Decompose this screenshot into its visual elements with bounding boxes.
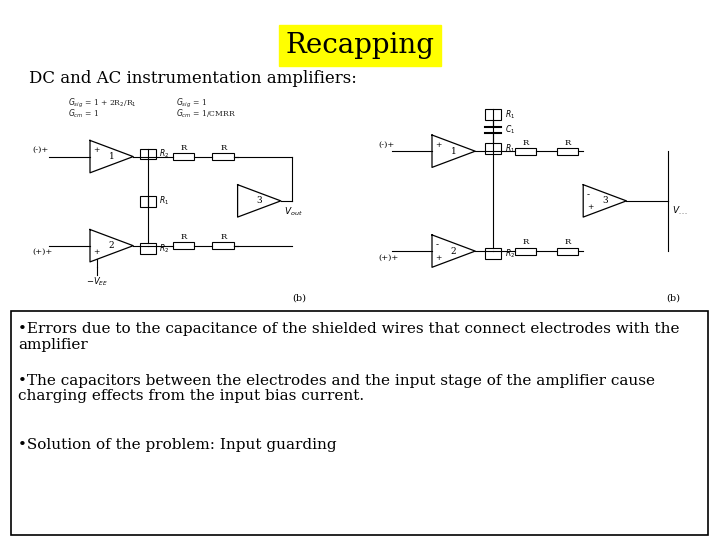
Text: +: + [436, 141, 442, 148]
Text: •The capacitors between the electrodes and the input stage of the amplifier caus: •The capacitors between the electrodes a… [18, 374, 655, 388]
Text: •Errors due to the capacitance of the shielded wires that connect electrodes wit: •Errors due to the capacitance of the sh… [18, 322, 680, 336]
Text: (+)+: (+)+ [32, 248, 53, 256]
Bar [515, 147, 536, 154]
Bar [140, 148, 156, 159]
Text: 1: 1 [109, 152, 114, 161]
Bar [557, 247, 578, 254]
Text: $G_{sig}$ = 1: $G_{sig}$ = 1 [176, 97, 207, 110]
Text: +: + [94, 248, 100, 256]
Bar [485, 248, 501, 259]
Bar [515, 247, 536, 254]
Text: R: R [220, 144, 226, 152]
Text: (-)+: (-)+ [378, 141, 395, 148]
Text: amplifier: amplifier [18, 338, 88, 352]
Bar [212, 153, 234, 160]
FancyBboxPatch shape [11, 310, 708, 535]
Text: (b): (b) [292, 294, 306, 302]
Text: +: + [94, 146, 100, 154]
Text: 2: 2 [109, 241, 114, 250]
Text: R: R [220, 233, 226, 241]
Bar [485, 109, 501, 120]
Text: +: + [436, 254, 442, 261]
Text: $C_1$: $C_1$ [505, 124, 515, 137]
Text: R: R [523, 239, 528, 246]
Bar [173, 242, 194, 249]
Text: +: + [587, 204, 593, 211]
Text: $R_2$: $R_2$ [505, 247, 515, 260]
Text: •Solution of the problem: Input guarding: •Solution of the problem: Input guarding [18, 438, 337, 453]
Bar [173, 153, 194, 160]
Text: R: R [181, 233, 186, 241]
Text: $V_{out}$: $V_{out}$ [284, 205, 303, 218]
Bar [212, 242, 234, 249]
Text: R: R [181, 144, 186, 152]
Bar [140, 195, 156, 206]
Bar [485, 143, 501, 154]
Text: R: R [564, 239, 570, 246]
Text: DC and AC instrumentation amplifiers:: DC and AC instrumentation amplifiers: [29, 70, 356, 87]
Text: -: - [587, 190, 590, 199]
Text: $G_{cm}$ = 1/CMRR: $G_{cm}$ = 1/CMRR [176, 107, 237, 120]
Text: $R_1$: $R_1$ [505, 108, 515, 121]
Text: (+)+: (+)+ [378, 254, 398, 261]
Text: R: R [523, 139, 528, 146]
Text: charging effects from the input bias current.: charging effects from the input bias cur… [18, 389, 364, 403]
Bar [557, 147, 578, 154]
Text: -: - [436, 240, 438, 249]
Text: $R_2$: $R_2$ [159, 242, 169, 255]
Text: 1: 1 [451, 147, 456, 156]
Text: 2: 2 [451, 247, 456, 255]
Text: $-V_{EE}$: $-V_{EE}$ [86, 275, 108, 288]
Text: 3: 3 [602, 197, 608, 205]
Text: $G_{sig}$ = 1 + 2R$_2$/R$_1$: $G_{sig}$ = 1 + 2R$_2$/R$_1$ [68, 97, 137, 110]
Text: (b): (b) [666, 294, 680, 302]
Text: (-)+: (-)+ [32, 146, 49, 154]
Bar [140, 243, 156, 254]
Text: $R_2$: $R_2$ [159, 147, 169, 160]
Text: $V_{...}$: $V_{...}$ [672, 204, 688, 217]
Text: R: R [564, 139, 570, 146]
Text: $G_{cm}$ = 1: $G_{cm}$ = 1 [68, 107, 99, 120]
Text: Recapping: Recapping [286, 32, 434, 59]
Text: $R_1$: $R_1$ [159, 195, 169, 207]
Text: 3: 3 [256, 197, 262, 205]
Text: $R_1$: $R_1$ [505, 142, 515, 155]
